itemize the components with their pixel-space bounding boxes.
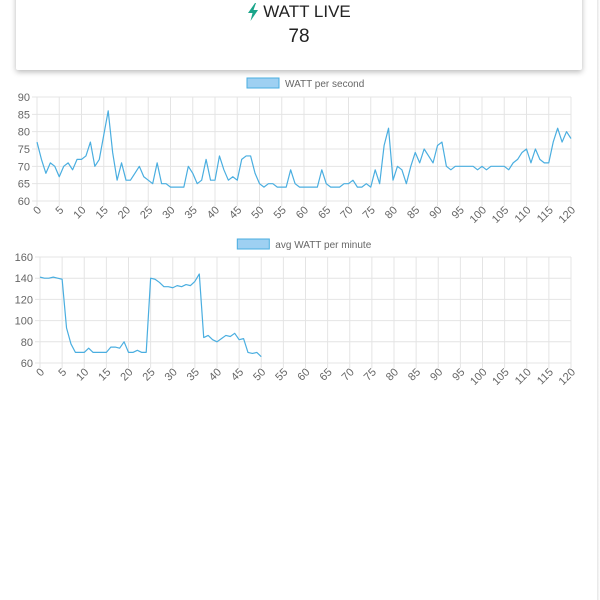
y-tick-label: 80 [21, 337, 33, 349]
x-tick-label: 35 [185, 366, 202, 383]
x-tick-label: 75 [361, 204, 378, 221]
x-tick-label: 85 [406, 366, 423, 383]
x-tick-label: 115 [535, 366, 556, 387]
lightning-bolt-icon [248, 3, 259, 21]
x-tick-label: 60 [295, 366, 312, 383]
x-tick-label: 75 [362, 366, 379, 383]
x-tick-label: 40 [205, 204, 222, 221]
series-points [39, 273, 262, 357]
watt-per-second-chart: WATT per second 60 65 70 75 80 85 90 0 5 10 15 20 25 3… [18, 77, 578, 226]
x-tick-label: 30 [163, 366, 180, 383]
y-tick-label: 120 [15, 294, 33, 306]
x-tick-label: 50 [251, 366, 268, 383]
x-tick-label: 5 [54, 204, 67, 217]
chart-grid [32, 96, 572, 206]
x-tick-label: 55 [272, 204, 289, 221]
x-tick-label: 70 [340, 366, 357, 383]
x-tick-label: 85 [405, 204, 422, 221]
x-tick-label: 105 [490, 366, 511, 387]
x-tick-label: 95 [450, 204, 467, 221]
y-tick-label: 85 [18, 109, 30, 121]
y-tick-label: 60 [18, 196, 30, 208]
y-tick-label: 60 [21, 358, 33, 370]
x-tick-label: 80 [384, 366, 401, 383]
x-tick-label: 45 [229, 366, 246, 383]
x-tick-label: 40 [207, 366, 224, 383]
y-tick-label: 100 [15, 316, 33, 328]
y-tick-label: 140 [15, 273, 33, 285]
x-tick-label: 80 [383, 204, 400, 221]
x-tick-label: 115 [535, 204, 556, 225]
x-tick-label: 95 [450, 366, 467, 383]
x-tick-label: 50 [249, 204, 266, 221]
x-tick-label: 105 [490, 204, 511, 225]
card-title: WATT LIVE [16, 0, 582, 24]
watt-live-card: WATT LIVE 78 [16, 0, 582, 70]
x-tick-label: 70 [338, 204, 355, 221]
y-tick-label: 65 [18, 179, 30, 191]
x-tick-label: 10 [71, 204, 88, 221]
x-tick-label: 25 [138, 204, 155, 221]
y-tick-label: 90 [18, 92, 30, 104]
x-tick-label: 65 [318, 366, 335, 383]
legend-label: avg WATT per minute [275, 240, 371, 251]
x-tick-label: 100 [468, 204, 489, 225]
x-tick-label: 65 [316, 204, 333, 221]
chart-grid [35, 256, 572, 368]
x-tick-label: 0 [31, 204, 44, 217]
legend-label: WATT per second [285, 79, 364, 90]
x-tick-label: 30 [160, 204, 177, 221]
x-tick-label: 55 [273, 366, 290, 383]
x-tick-label: 15 [96, 366, 113, 383]
card-title-text: WATT LIVE [263, 2, 351, 21]
scrollbar-edge [597, 0, 600, 600]
series-points [36, 110, 572, 188]
x-tick-label: 5 [56, 366, 69, 379]
chart-legend[interactable]: avg WATT per minute [236, 238, 372, 251]
x-tick-label: 10 [74, 366, 91, 383]
x-tick-label: 110 [513, 366, 534, 387]
x-tick-label: 90 [427, 204, 444, 221]
x-tick-label: 120 [557, 366, 578, 387]
x-tick-label: 110 [513, 204, 534, 225]
x-tick-label: 20 [116, 204, 133, 221]
x-tick-label: 45 [227, 204, 244, 221]
y-tick-label: 160 [15, 252, 33, 264]
y-tick-label: 75 [18, 144, 30, 156]
chart-legend[interactable]: WATT per second [246, 77, 364, 90]
legend-swatch [246, 77, 280, 89]
x-tick-label: 100 [468, 366, 489, 387]
y-tick-label: 80 [18, 127, 30, 139]
x-tick-label: 0 [34, 366, 47, 379]
x-tick-label: 120 [557, 204, 578, 225]
x-tick-label: 15 [94, 204, 111, 221]
legend-swatch [236, 238, 270, 250]
live-watt-value: 78 [288, 26, 310, 47]
x-tick-label: 90 [428, 366, 445, 383]
x-tick-label: 25 [141, 366, 158, 383]
x-tick-label: 60 [294, 204, 311, 221]
y-tick-label: 70 [18, 161, 30, 173]
avg-watt-per-minute-chart: avg WATT per minute 60 80 100 120 140 160 0 5 10 1… [15, 238, 578, 388]
x-tick-label: 20 [118, 366, 135, 383]
x-tick-label: 35 [183, 204, 200, 221]
